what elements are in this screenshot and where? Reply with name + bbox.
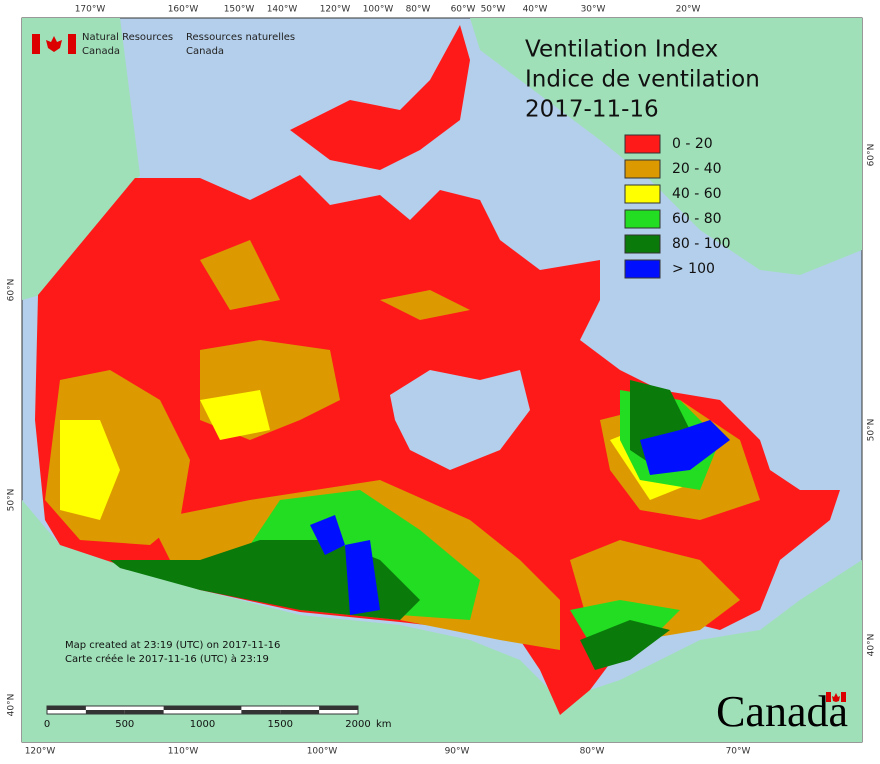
- axis-label: 70°W: [726, 747, 751, 757]
- legend-label: 0 - 20: [672, 136, 713, 152]
- scale-unit: km: [376, 719, 392, 730]
- legend-swatch: [624, 159, 661, 179]
- scale-segment: [280, 710, 320, 714]
- axis-label: 60°N: [867, 144, 877, 167]
- zone-100: [345, 540, 380, 615]
- legend-label: 40 - 60: [672, 186, 722, 202]
- greenland: [470, 18, 862, 275]
- arctic-islands: [290, 25, 470, 170]
- logo-bar: [32, 34, 40, 54]
- legend-label: > 100: [672, 261, 715, 277]
- axis-label: 50°W: [481, 5, 506, 15]
- legend-label: 20 - 40: [672, 161, 722, 177]
- hudson-bay: [390, 370, 530, 470]
- axis-label: 120°W: [320, 5, 351, 15]
- axis-label: 40°N: [7, 694, 17, 717]
- zone-80-100: [110, 540, 420, 620]
- axis-label: 140°W: [267, 5, 298, 15]
- agency-name: Natural Resources: [82, 32, 173, 43]
- agency-name: Ressources naturelles: [186, 32, 295, 43]
- axis-label: 90°W: [445, 747, 470, 757]
- axis-label: 150°W: [224, 5, 255, 15]
- axis-label: 100°W: [307, 747, 338, 757]
- wordmark-leaf: [832, 693, 840, 702]
- axis-label: 40°N: [867, 634, 877, 657]
- zone-20-40: [380, 290, 470, 320]
- agency-name: Canada: [186, 46, 224, 57]
- agency-name: Canada: [82, 46, 120, 57]
- axis-label: 110°W: [168, 747, 199, 757]
- legend-swatch: [624, 209, 661, 229]
- scale-label: 500: [115, 719, 134, 730]
- scale-segment: [163, 706, 203, 710]
- axis-label: 50°N: [7, 489, 17, 512]
- logo-bar: [68, 34, 76, 54]
- scale-segment: [85, 710, 125, 714]
- axis-label: 60°W: [451, 5, 476, 15]
- wordmark: Canada: [716, 687, 848, 736]
- legend-swatch: [624, 134, 661, 154]
- scale-label: 0: [44, 719, 50, 730]
- map-note: Map created at 23:19 (UTC) on 2017-11-16: [65, 640, 280, 651]
- axis-label: 50°N: [867, 419, 877, 442]
- axis-label: 120°W: [25, 747, 56, 757]
- axis-label: 40°W: [523, 5, 548, 15]
- axis-label: 80°W: [406, 5, 431, 15]
- zone-100: [310, 515, 345, 555]
- zone-40-60: [60, 420, 120, 520]
- title: Indice de ventilation: [525, 67, 760, 93]
- scale-segment: [241, 710, 281, 714]
- scale-segment: [124, 710, 164, 714]
- scale-label: 2000: [345, 719, 370, 730]
- axis-label: 30°W: [581, 5, 606, 15]
- axis-label: 20°W: [676, 5, 701, 15]
- legend-swatch: [624, 259, 661, 279]
- scale-segment: [47, 706, 86, 710]
- axis-label: 60°N: [7, 279, 17, 302]
- axis-label: 160°W: [168, 5, 199, 15]
- scale-label: 1500: [268, 719, 293, 730]
- scale-segment: [319, 706, 358, 710]
- wordmark-flag: [826, 692, 831, 702]
- usa: [22, 500, 862, 742]
- zone-40-60: [200, 390, 270, 440]
- legend-label: 80 - 100: [672, 236, 731, 252]
- logo-leaf: [46, 36, 62, 52]
- zone-80-100: [580, 620, 670, 670]
- wordmark-flag: [841, 692, 846, 702]
- zone-100: [640, 420, 730, 475]
- title: Ventilation Index: [525, 37, 718, 63]
- axis-label: 100°W: [363, 5, 394, 15]
- zone-20-40: [200, 240, 280, 310]
- legend-swatch: [624, 234, 661, 254]
- legend-swatch: [624, 184, 661, 204]
- axis-label: 80°W: [580, 747, 605, 757]
- title: 2017-11-16: [525, 97, 659, 123]
- scale-label: 1000: [190, 719, 215, 730]
- axis-label: 170°W: [75, 5, 106, 15]
- map-note: Carte créée le 2017-11-16 (UTC) à 23:19: [65, 653, 269, 665]
- scale-segment: [202, 706, 242, 710]
- legend-label: 60 - 80: [672, 211, 722, 227]
- alaska: [22, 18, 140, 300]
- baffin: [410, 200, 500, 320]
